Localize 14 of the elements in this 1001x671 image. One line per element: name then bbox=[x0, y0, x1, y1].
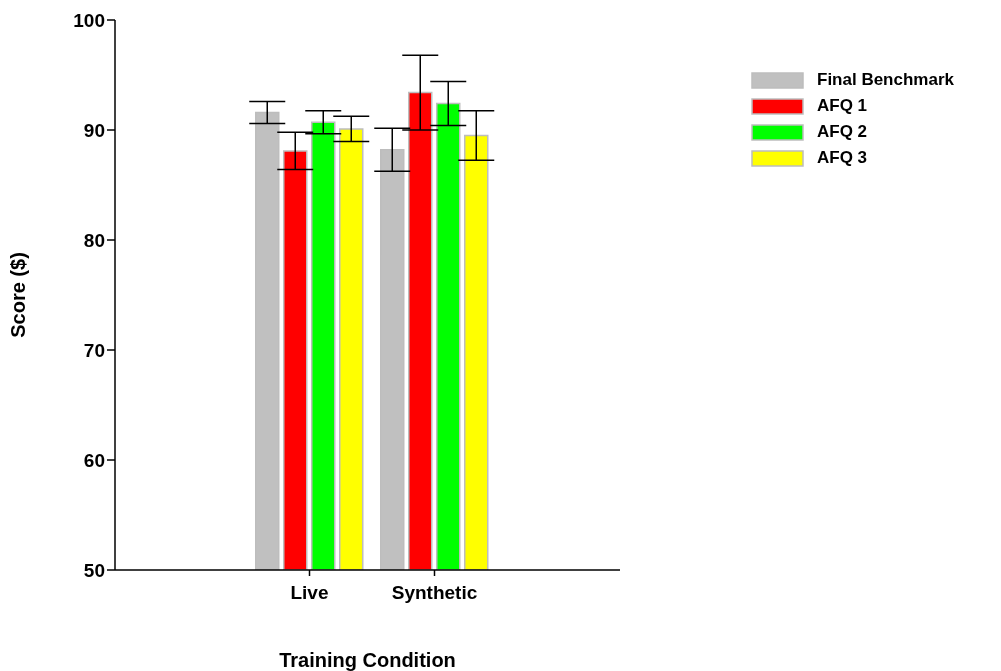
y-tick-label: 70 bbox=[83, 339, 105, 361]
legend-label: AFQ 2 bbox=[817, 122, 868, 142]
x-axis-title: Training Condition bbox=[279, 649, 456, 671]
x-tick-label: Live bbox=[290, 582, 329, 604]
legend-label: Final Benchmark bbox=[817, 70, 954, 90]
y-axis-title: Score ($) bbox=[7, 252, 30, 338]
y-tick-label: 60 bbox=[83, 449, 105, 471]
y-tick-label: 80 bbox=[83, 229, 105, 251]
y-tick-label: 90 bbox=[83, 119, 105, 141]
y-tick-label: 100 bbox=[73, 9, 105, 31]
x-tick-label: Synthetic bbox=[391, 582, 478, 604]
y-tick-label: 50 bbox=[83, 559, 105, 581]
legend-label: AFQ 3 bbox=[817, 148, 868, 168]
legend-label: AFQ 1 bbox=[817, 96, 868, 116]
